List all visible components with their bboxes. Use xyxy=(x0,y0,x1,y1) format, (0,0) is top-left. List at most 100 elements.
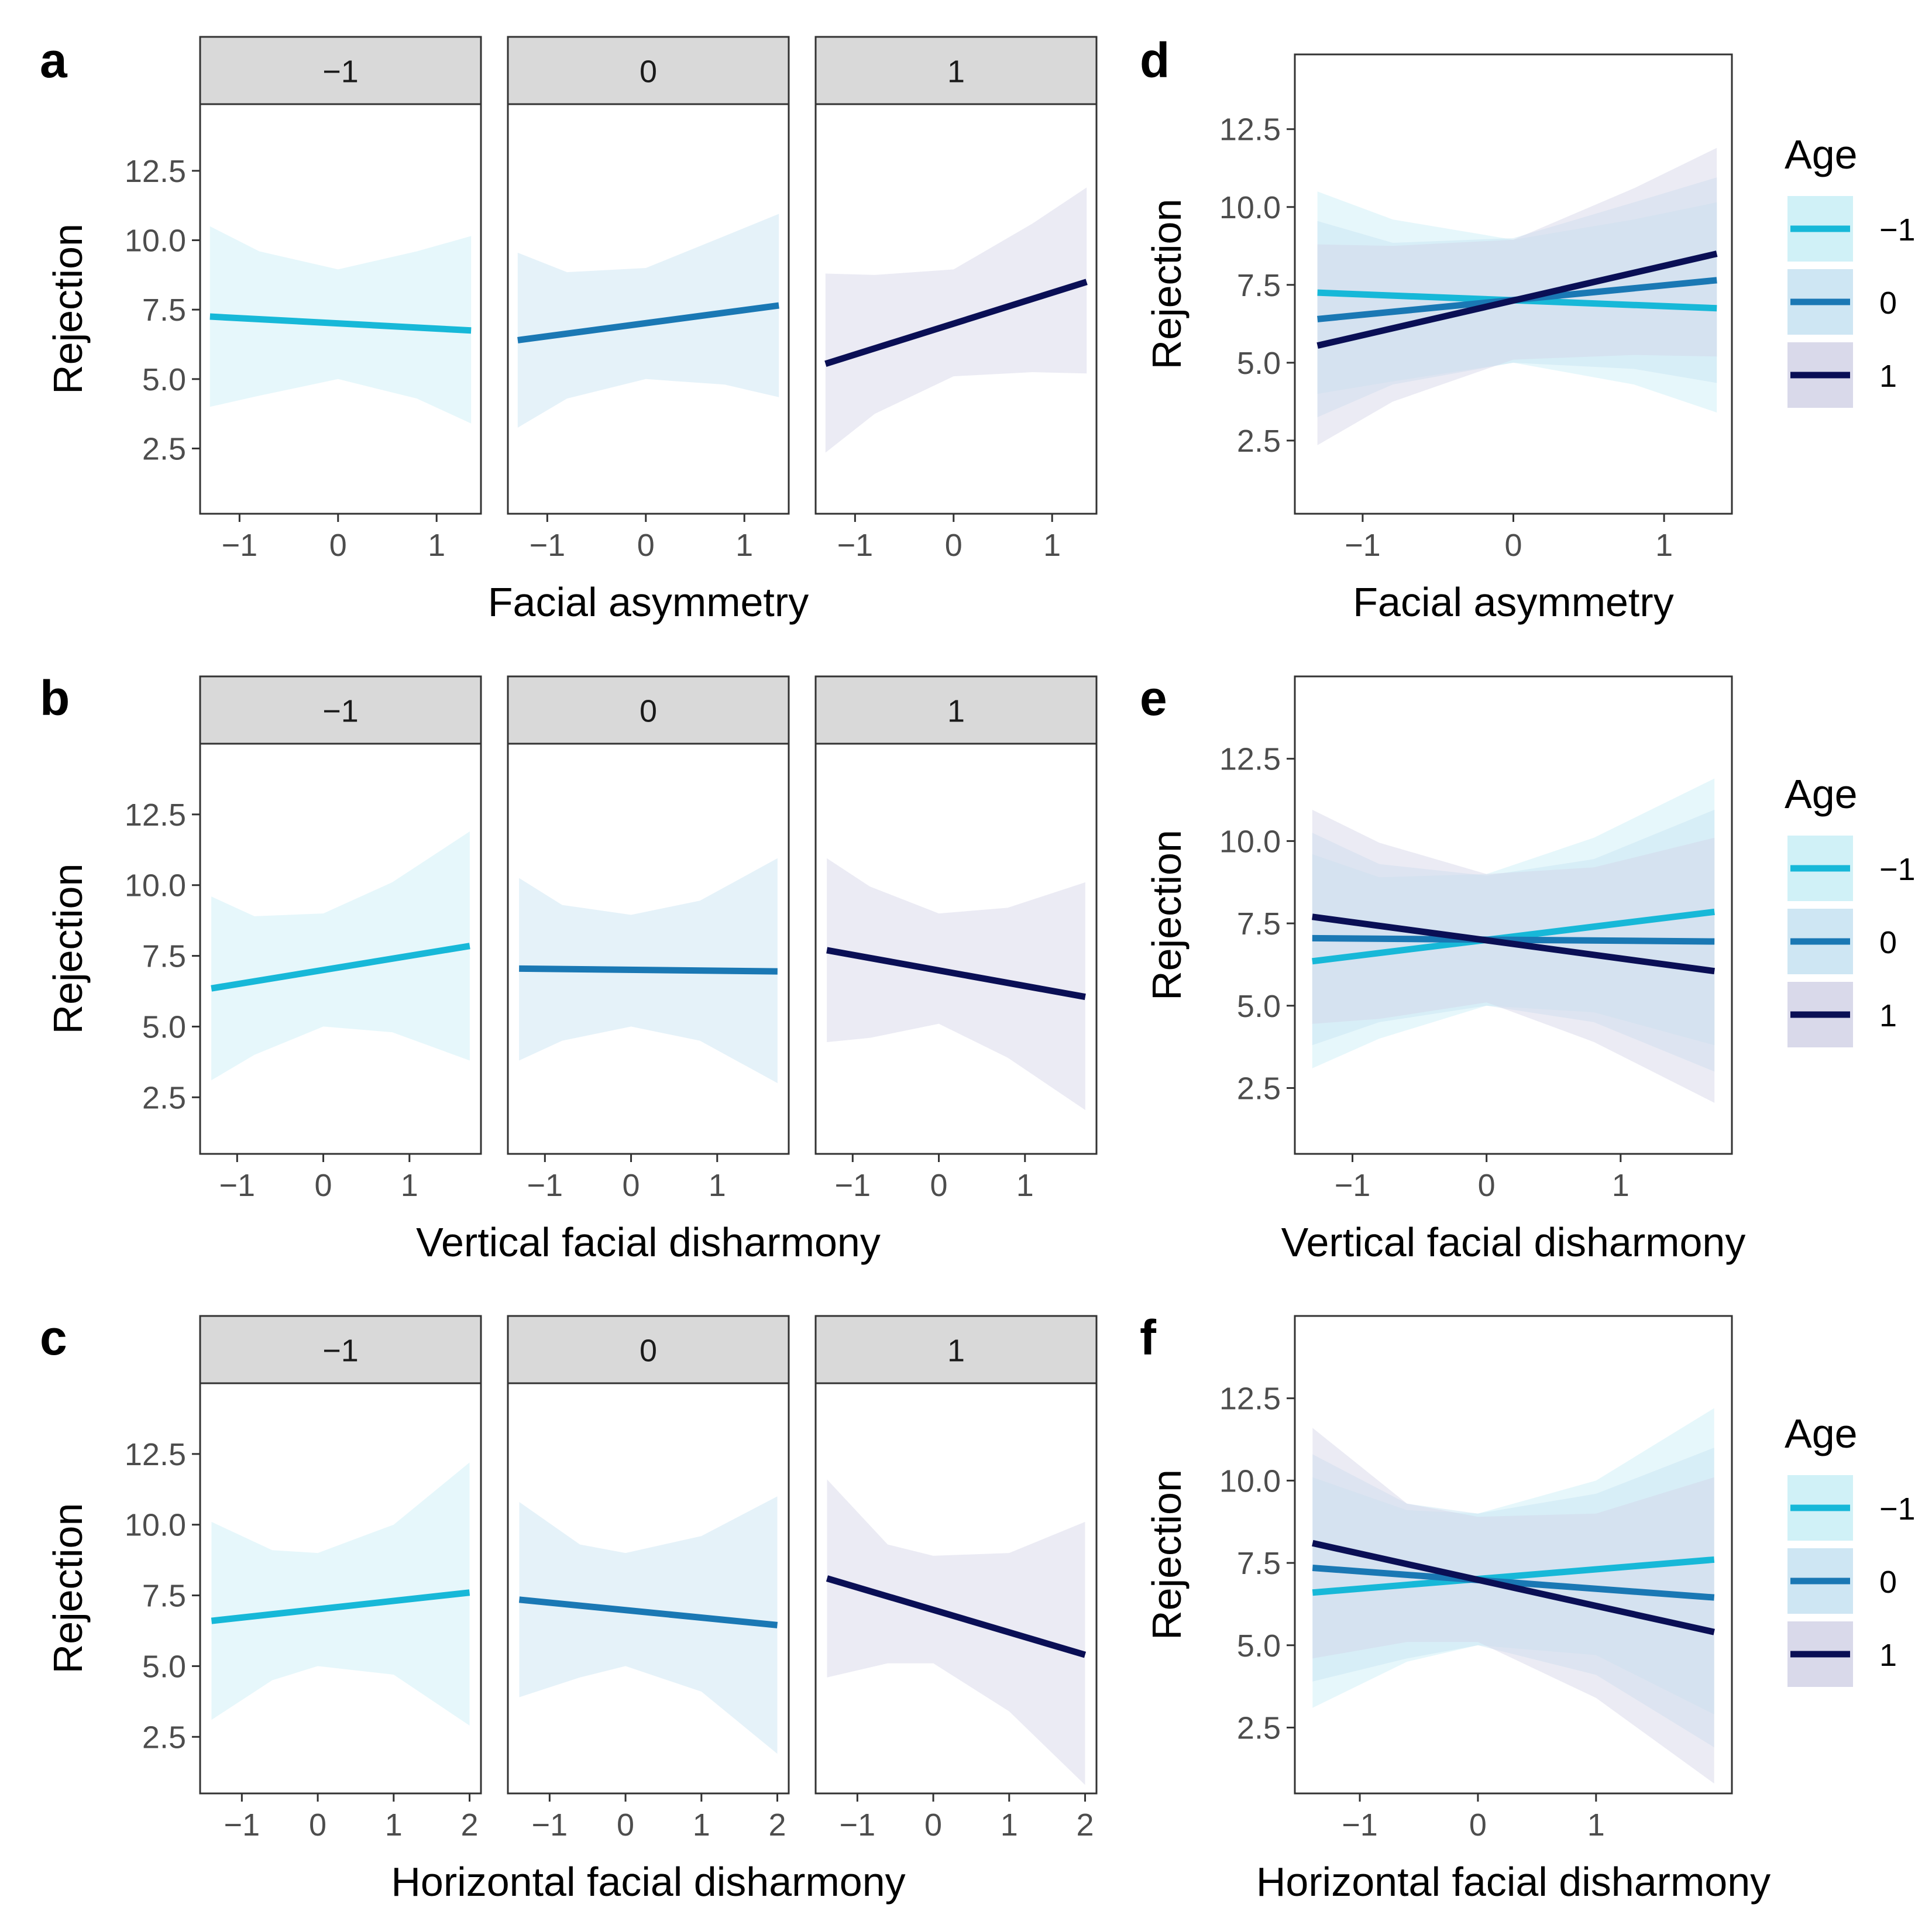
x-axis-title: Horizontal facial disharmony xyxy=(1256,1859,1771,1905)
panel-letter: a xyxy=(40,33,68,88)
x-tick-label: 0 xyxy=(315,1168,332,1203)
x-tick-label: −1 xyxy=(219,1168,256,1203)
panel-b: b −1 2.5 5.0 7.5 10.0 12.5 −1 0 1 0 −1 0 1 1 −1 0 1 Vertic… xyxy=(40,671,1098,1265)
x-tick-label: 2 xyxy=(769,1807,786,1843)
facet-strip-label: 0 xyxy=(640,694,657,729)
legend-label: −1 xyxy=(1879,852,1916,887)
trend-line-age-0 xyxy=(211,943,470,992)
x-tick-label: 0 xyxy=(930,1168,948,1203)
panel-letter: e xyxy=(1140,671,1167,726)
x-tick-label: 0 xyxy=(924,1807,942,1843)
x-tick-label: −1 xyxy=(835,1168,871,1203)
legend-label: −1 xyxy=(1879,212,1916,248)
x-tick-label: −1 xyxy=(1335,1168,1371,1203)
x-tick-label: 1 xyxy=(428,528,445,563)
facet-strip-label: 1 xyxy=(947,1334,965,1369)
panel-frame xyxy=(1294,675,1733,1155)
panel-letter: b xyxy=(40,671,70,726)
facet-strip-label: 0 xyxy=(640,1334,657,1369)
y-tick-label: 7.5 xyxy=(142,293,186,328)
facet-strip-label: 1 xyxy=(947,694,965,729)
panel-f: f 2.5 5.0 7.5 10.0 12.5 −1 0 1 Horizontal facial … xyxy=(1140,1310,1916,1905)
y-tick-label: 2.5 xyxy=(1237,1071,1281,1106)
facet-frame xyxy=(507,103,790,515)
y-tick-label: 10.0 xyxy=(1219,824,1281,859)
y-axis-title: Rejection xyxy=(45,864,91,1035)
x-tick-label: 1 xyxy=(693,1807,710,1843)
y-tick-label: 10.0 xyxy=(125,224,186,259)
legend-label: 1 xyxy=(1879,1638,1897,1673)
legend: Age −1 0 1 xyxy=(1785,771,1916,1047)
facet-frame xyxy=(507,1382,790,1795)
y-tick-label: 7.5 xyxy=(142,1579,186,1614)
x-tick-label: 1 xyxy=(1655,528,1673,563)
trend-line-age-1 xyxy=(517,302,779,343)
y-tick-label: 10.0 xyxy=(1219,1463,1281,1499)
y-tick-label: 7.5 xyxy=(1237,906,1281,941)
facet-strip xyxy=(199,675,482,745)
facet-frame xyxy=(199,1382,482,1795)
x-tick-label: 0 xyxy=(309,1807,326,1843)
y-tick-label: 10.0 xyxy=(125,1508,186,1543)
trend-line-age-2 xyxy=(1312,1539,1715,1635)
ci-band-age-0 xyxy=(1312,1408,1714,1714)
trend-line-age-2 xyxy=(826,947,1086,1001)
ci-band-age-1 xyxy=(519,1496,778,1754)
x-tick-label: 1 xyxy=(1612,1168,1630,1203)
x-tick-label: −1 xyxy=(532,1807,568,1843)
facet-frame xyxy=(814,1382,1098,1795)
panel-letter: c xyxy=(40,1310,67,1365)
x-axis-title: Facial asymmetry xyxy=(1353,579,1673,625)
facet-strip xyxy=(507,1315,790,1384)
y-axis-title: Rejection xyxy=(45,224,91,394)
x-tick-label: 2 xyxy=(461,1807,479,1843)
y-tick-label: 5.0 xyxy=(142,1009,186,1044)
x-tick-label: −1 xyxy=(1345,528,1381,563)
y-tick-label: 5.0 xyxy=(1237,346,1281,381)
panel-e: e 2.5 5.0 7.5 10.0 12.5 −1 0 1 Vertical facial di… xyxy=(1140,671,1916,1265)
x-tick-label: 0 xyxy=(945,528,962,563)
y-axis-title: Rejection xyxy=(45,1503,91,1674)
legend-label: −1 xyxy=(1879,1491,1916,1527)
trend-line-age-0 xyxy=(1312,908,1715,965)
panel-d: d 2.5 5.0 7.5 10.0 12.5 −1 0 1 Facial asymmetry Re… xyxy=(1140,33,1916,625)
y-tick-label: 12.5 xyxy=(1219,112,1281,147)
y-tick-label: 10.0 xyxy=(125,868,186,903)
x-tick-label: 0 xyxy=(1469,1807,1487,1843)
facet-frame xyxy=(814,103,1098,515)
y-axis-title: Rejection xyxy=(1144,199,1190,370)
facet-frame xyxy=(507,743,790,1155)
y-tick-label: 5.0 xyxy=(1237,989,1281,1024)
trend-line-age-0 xyxy=(209,313,472,334)
x-tick-label: −1 xyxy=(837,528,874,563)
y-axis-title: Rejection xyxy=(1144,830,1190,1001)
x-tick-label: 1 xyxy=(385,1807,403,1843)
x-tick-label: 2 xyxy=(1077,1807,1094,1843)
legend-label: 0 xyxy=(1879,1565,1897,1600)
trend-line-age-0 xyxy=(211,1589,470,1624)
x-tick-label: 1 xyxy=(1001,1807,1018,1843)
facet-strip xyxy=(507,36,790,105)
facet-strip-label: −1 xyxy=(322,54,359,90)
legend-label: 0 xyxy=(1879,925,1897,960)
x-tick-label: −1 xyxy=(527,1168,563,1203)
facet-frame xyxy=(199,743,482,1155)
ci-band-age-2 xyxy=(1312,1428,1714,1784)
ci-band-age-2 xyxy=(1312,809,1715,1103)
facet-0: −1 2.5 5.0 7.5 10.0 12.5 −1 0 1 xyxy=(125,675,482,1203)
panel-letter: f xyxy=(1140,1310,1157,1365)
panel-frame xyxy=(1294,1315,1733,1795)
facet-strip xyxy=(199,36,482,105)
legend: Age −1 0 1 xyxy=(1785,1411,1916,1687)
x-tick-label: 1 xyxy=(401,1168,418,1203)
y-tick-label: 12.5 xyxy=(125,798,186,833)
trend-line-age-0 xyxy=(1312,1556,1715,1596)
legend-title: Age xyxy=(1785,771,1858,817)
trend-line-age-2 xyxy=(1312,913,1715,975)
x-tick-label: 0 xyxy=(1504,528,1522,563)
y-tick-label: 12.5 xyxy=(1219,1381,1281,1417)
facet-strip xyxy=(814,36,1098,105)
ci-band-age-1 xyxy=(1312,1448,1714,1748)
facet-1: 0 −1 0 1 xyxy=(507,36,790,563)
